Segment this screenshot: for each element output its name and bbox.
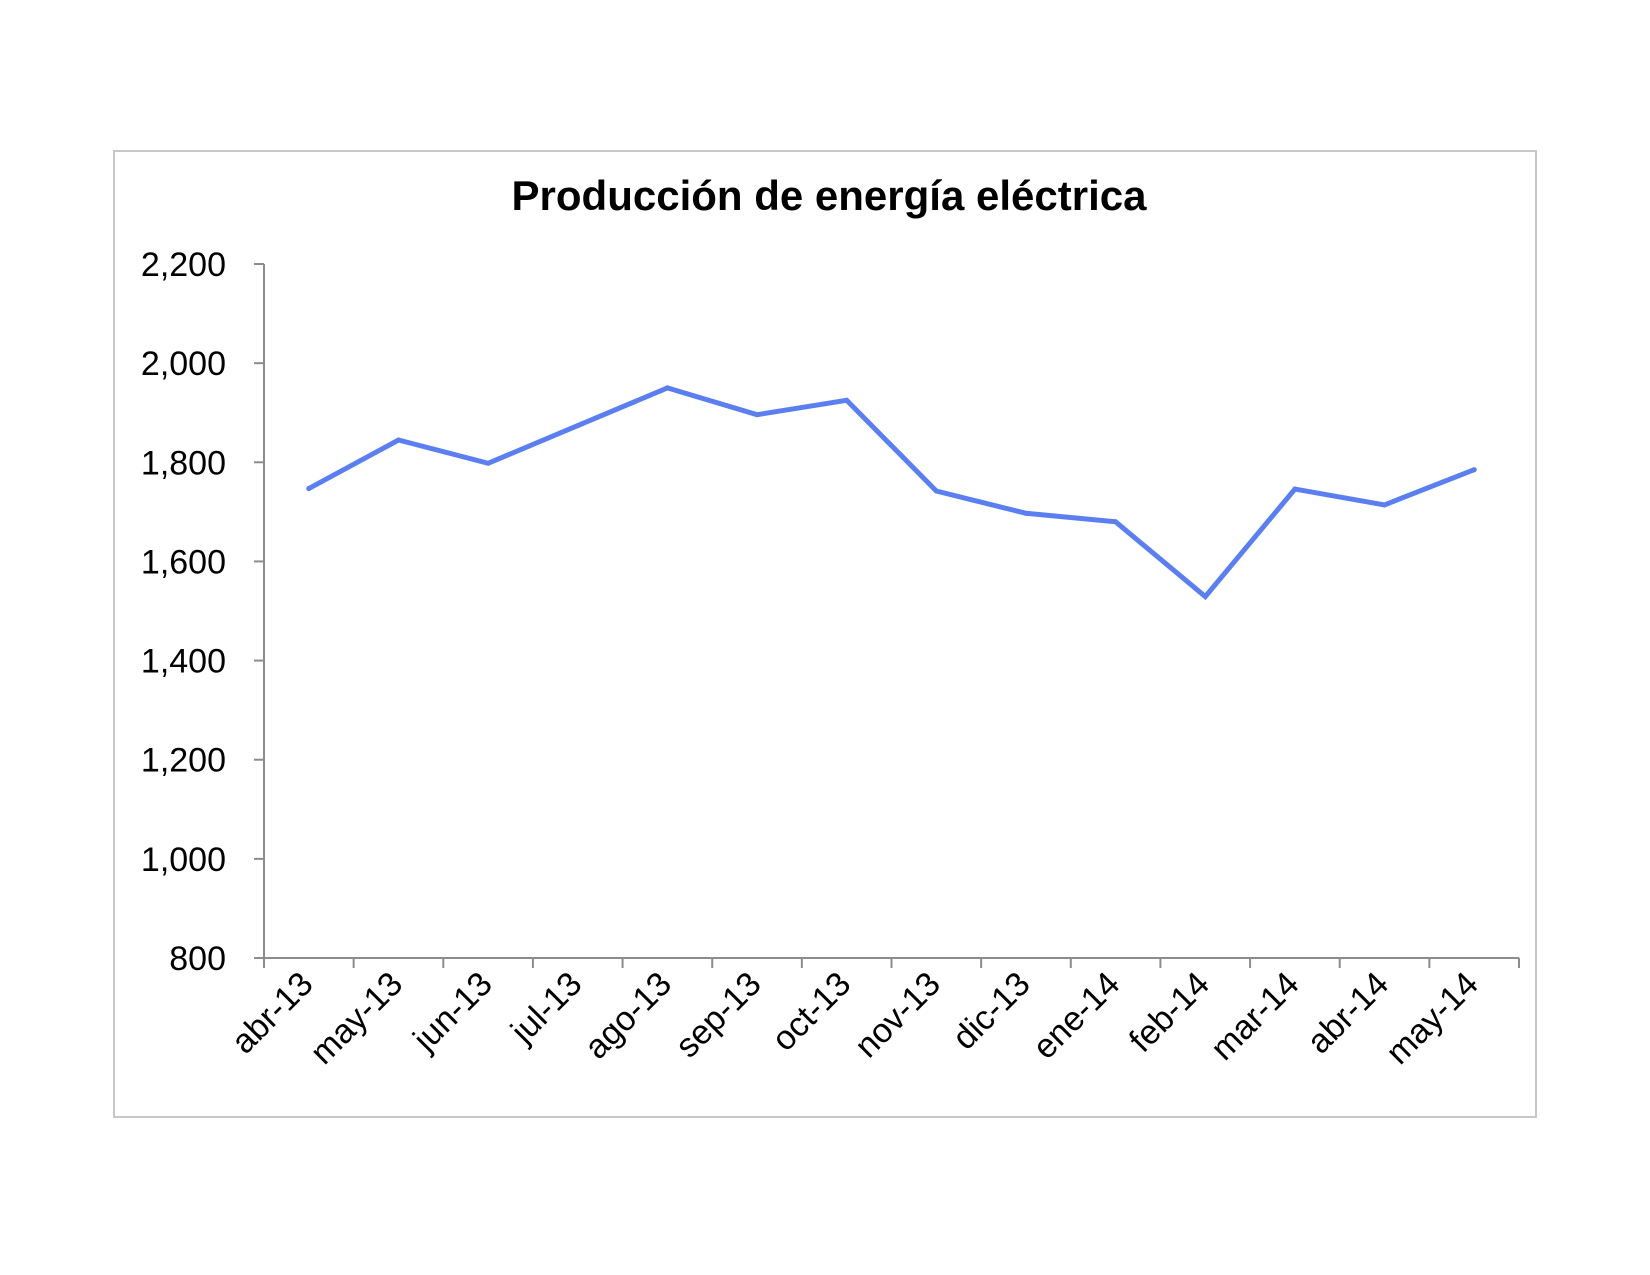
line-chart: Producción de energía eléctrica 800 1,000… (141, 172, 1520, 1072)
x-tick-label: sep-13 (668, 965, 768, 1065)
x-tick-label: mar-14 (1204, 965, 1307, 1068)
x-tick-label: ene-14 (1026, 965, 1128, 1067)
series-line (306, 385, 1477, 601)
data-point-jul-13 (575, 423, 581, 429)
data-point-ago-13 (664, 385, 670, 391)
chart-title: Producción de energía eléctrica (512, 172, 1148, 219)
x-tick-label: may-14 (1379, 965, 1486, 1072)
data-point-abr-14 (1382, 502, 1388, 508)
x-tick-label: oct-13 (765, 965, 859, 1059)
data-point-dic-13 (1023, 510, 1029, 516)
data-point-sep-13 (754, 412, 760, 418)
data-point-ene-14 (1113, 519, 1119, 525)
data-point-nov-13 (933, 488, 939, 494)
x-tick-label: jul-13 (503, 965, 589, 1051)
y-tick-label: 2,200 (141, 246, 226, 284)
x-tick-label: jun-13 (405, 965, 499, 1059)
y-tick-label: 1,200 (141, 742, 226, 780)
data-point-mar-14 (1292, 486, 1298, 492)
data-point-jun-13 (485, 460, 491, 466)
y-axis-tick-labels: 800 1,000 1,200 1,400 1,600 1,800 2,000 2,200 (141, 246, 226, 978)
data-point-may-13 (395, 437, 401, 443)
data-point-oct-13 (844, 397, 850, 403)
y-tick-label: 800 (169, 940, 226, 978)
chart-area: Producción de energía eléctrica 800 1,000… (113, 150, 1537, 1118)
data-point-feb-14 (1202, 594, 1208, 600)
x-tick-label: dic-13 (945, 965, 1037, 1057)
y-tick-label: 1,800 (141, 444, 226, 482)
x-tick-label: may-13 (303, 965, 410, 1072)
x-tick-label: nov-13 (848, 965, 948, 1065)
axes (254, 263, 1520, 968)
series-layer (306, 385, 1477, 601)
x-tick-label: ago-13 (577, 965, 679, 1067)
y-tick-label: 1,000 (141, 841, 226, 879)
x-tick-label: feb-14 (1122, 965, 1217, 1060)
y-tick-label: 1,600 (141, 543, 226, 581)
y-tick-label: 2,000 (141, 345, 226, 383)
data-point-may-14 (1471, 467, 1477, 473)
y-tick-label: 1,400 (141, 643, 226, 681)
data-point-abr-13 (306, 486, 312, 492)
